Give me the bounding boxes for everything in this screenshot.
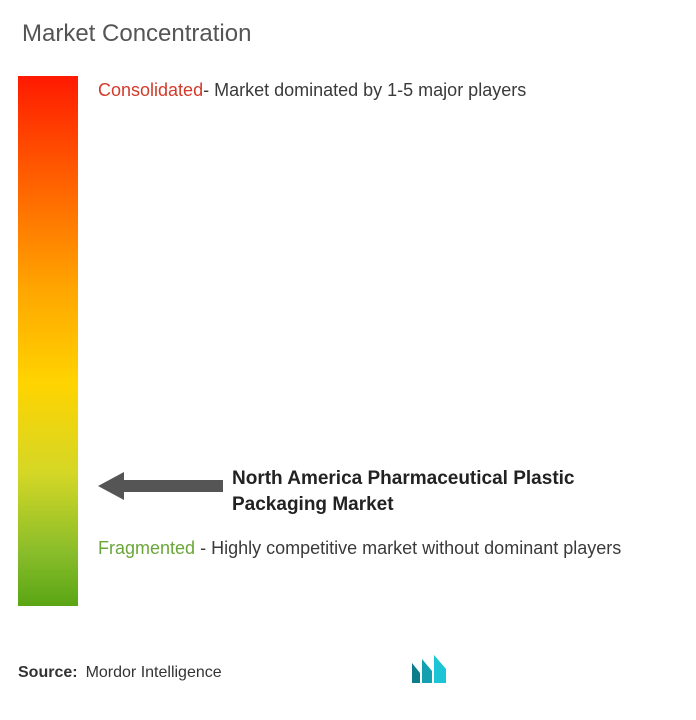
marker-arrow-icon <box>98 466 228 500</box>
consolidated-tag: Consolidated <box>98 80 203 100</box>
consolidated-annotation: Consolidated- Market dominated by 1-5 ma… <box>98 78 668 102</box>
source-name: Mordor Intelligence <box>86 664 222 682</box>
mordor-logo-icon <box>410 655 454 690</box>
source-attribution: Source: Mordor Intelligence <box>18 655 454 690</box>
source-label: Source: <box>18 664 78 682</box>
consolidated-text: - Market dominated by 1-5 major players <box>203 80 526 100</box>
fragmented-annotation: Fragmented - Highly competitive market w… <box>98 536 648 561</box>
page-title: Market Concentration <box>22 20 678 48</box>
annotations-layer: Consolidated- Market dominated by 1-5 ma… <box>98 76 678 606</box>
market-name: North America Pharmaceutical Plastic Pac… <box>228 466 678 517</box>
fragmented-text: - Highly competitive market without domi… <box>200 538 621 558</box>
market-marker: North America Pharmaceutical Plastic Pac… <box>98 466 678 517</box>
fragmented-tag: Fragmented <box>98 538 195 558</box>
concentration-diagram: Consolidated- Market dominated by 1-5 ma… <box>18 76 678 606</box>
gradient-bar <box>18 76 78 606</box>
